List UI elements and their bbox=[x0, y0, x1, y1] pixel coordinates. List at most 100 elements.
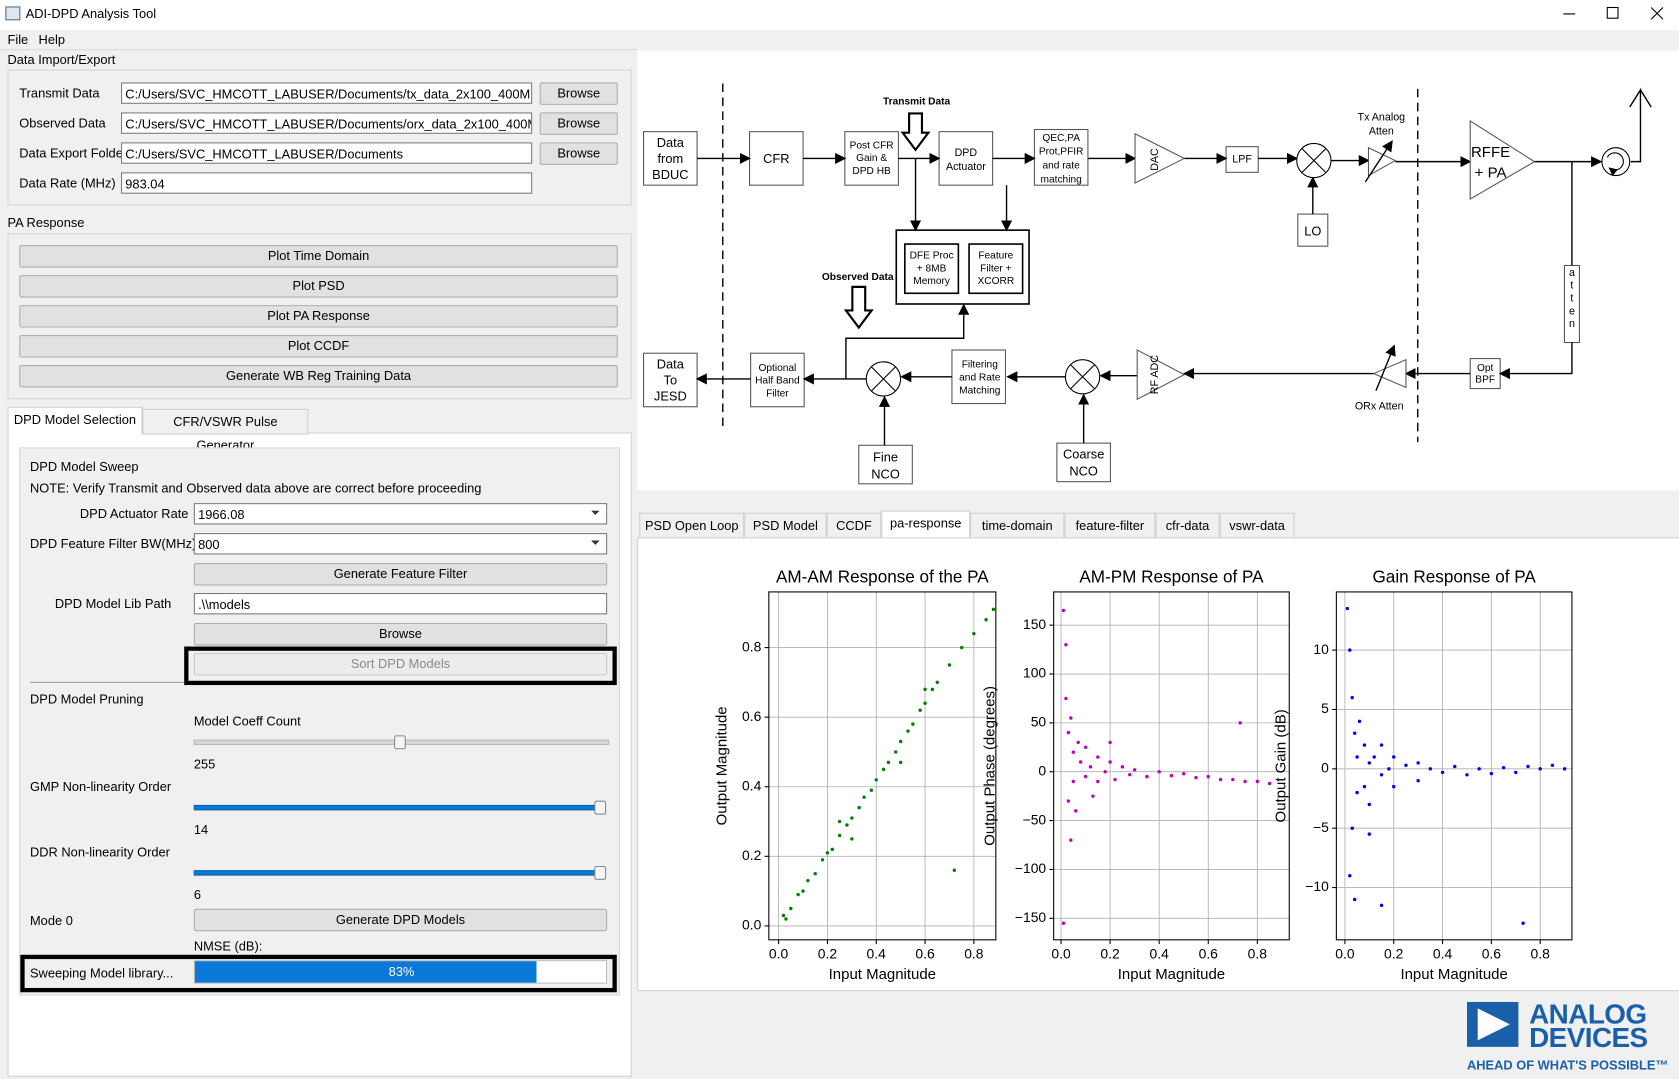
scatter-point bbox=[1362, 743, 1367, 747]
combo-box[interactable]: 1966.08 bbox=[193, 503, 608, 525]
dropdown-arrow[interactable] bbox=[591, 510, 602, 517]
text-input[interactable]: .\\models bbox=[193, 593, 608, 615]
window-controls[interactable] bbox=[1542, 0, 1679, 30]
scatter-point bbox=[1428, 767, 1433, 771]
y-tick-label: 0.6 bbox=[742, 708, 762, 724]
slider-value: 255 bbox=[193, 756, 216, 772]
scatter-point bbox=[1362, 784, 1367, 789]
tab[interactable]: CFR/VSWR Pulse Generator bbox=[142, 408, 309, 453]
signal-line bbox=[845, 303, 970, 379]
scatter-point bbox=[1367, 761, 1372, 765]
x-tick-label: 0.8 bbox=[1531, 945, 1551, 961]
plot-tab[interactable]: pa-response bbox=[881, 510, 971, 539]
scatter-point bbox=[1083, 745, 1088, 750]
diagram-label: Data bbox=[657, 356, 685, 371]
scatter-point bbox=[1064, 642, 1068, 647]
maximize-button[interactable] bbox=[1606, 6, 1619, 19]
scatter-point bbox=[796, 892, 800, 897]
scatter-point bbox=[1416, 761, 1420, 765]
x-tick-label: 0.4 bbox=[1433, 945, 1453, 961]
button[interactable]: Browse bbox=[539, 112, 618, 135]
scatter-point bbox=[784, 917, 788, 921]
field-label: Model Coeff Count bbox=[193, 713, 301, 729]
x-axis-label: Input Magnitude bbox=[1400, 966, 1507, 983]
close-button[interactable] bbox=[1650, 7, 1664, 20]
scatter-point bbox=[947, 663, 952, 667]
scatter-point bbox=[1355, 755, 1359, 759]
scatter-point bbox=[1113, 777, 1117, 782]
button[interactable]: Generate DPD Models bbox=[193, 908, 608, 932]
diagram-label: t bbox=[1570, 280, 1573, 292]
scatter-point bbox=[1218, 777, 1223, 782]
chart-title: AM-PM Response of PA bbox=[1079, 568, 1264, 587]
scatter-point bbox=[1083, 774, 1088, 779]
combo-box[interactable]: 800 bbox=[193, 533, 608, 555]
button[interactable]: Plot Time Domain bbox=[19, 245, 618, 268]
button[interactable]: Generate WB Reg Training Data bbox=[19, 365, 618, 388]
diagram-label: and rate bbox=[1043, 161, 1081, 172]
dropdown-arrow[interactable] bbox=[591, 540, 602, 547]
slider-handle[interactable] bbox=[594, 865, 607, 880]
scatter-point bbox=[862, 795, 866, 799]
scatter-point bbox=[886, 760, 891, 765]
diagram-label: Prot,PFIR bbox=[1039, 147, 1084, 158]
scatter-point bbox=[991, 607, 996, 612]
diagram-label: Half Band bbox=[755, 376, 800, 387]
diagram-triangle bbox=[1134, 132, 1186, 184]
scatter-point bbox=[930, 687, 935, 692]
scatter-point bbox=[923, 687, 927, 692]
diagram-label: DPD bbox=[955, 147, 978, 159]
scatter-point bbox=[1069, 716, 1073, 720]
logo-mark bbox=[1466, 1001, 1519, 1047]
field-label: DDR Non-linearity Order bbox=[29, 844, 170, 860]
plot-tab[interactable]: cfr-data bbox=[1155, 512, 1220, 539]
field-label: NMSE (dB): bbox=[193, 938, 263, 954]
text-input[interactable]: C:/Users/SVC_HMCOTT_LABUSER/Documents/or… bbox=[121, 112, 533, 134]
menu-item[interactable]: File bbox=[7, 32, 29, 48]
button[interactable]: Plot PA Response bbox=[19, 305, 618, 328]
plot-tab[interactable]: CCDF bbox=[826, 512, 882, 539]
scatter-point bbox=[923, 701, 927, 705]
scatter-point bbox=[1352, 731, 1357, 735]
diagram-block bbox=[968, 243, 1024, 295]
field-label: GMP Non-linearity Order bbox=[29, 779, 172, 795]
scatter-point bbox=[959, 645, 964, 650]
window-title: ADI-DPD Analysis Tool bbox=[25, 6, 157, 22]
diagram-label: Fine bbox=[873, 450, 898, 465]
text-input[interactable]: C:/Users/SVC_HMCOTT_LABUSER/Documents bbox=[121, 142, 533, 164]
plot-pane bbox=[637, 537, 1679, 992]
slider-handle[interactable] bbox=[594, 800, 607, 815]
signal-line bbox=[1630, 144, 1642, 163]
scatter-point bbox=[1550, 763, 1555, 767]
slider-handle[interactable] bbox=[394, 735, 406, 750]
diagram-block bbox=[1033, 128, 1089, 186]
scatter-point bbox=[898, 739, 903, 744]
y-tick-label: 10 bbox=[1313, 641, 1329, 657]
scatter-point bbox=[1231, 777, 1235, 782]
y-tick-label: −100 bbox=[1015, 860, 1047, 876]
scatter-point bbox=[1350, 695, 1354, 700]
diagram-label: To bbox=[664, 372, 678, 387]
scatter-point bbox=[894, 750, 898, 754]
y-axis-label: Output Phase (degrees) bbox=[981, 686, 998, 846]
tab[interactable]: DPD Model Selection bbox=[7, 406, 143, 435]
scatter-point bbox=[830, 847, 835, 852]
menu-item[interactable]: Help bbox=[38, 32, 65, 48]
button[interactable]: Plot PSD bbox=[19, 275, 618, 298]
scatter-point bbox=[845, 823, 849, 827]
scatter-point bbox=[1076, 740, 1080, 745]
text-input[interactable]: 983.04 bbox=[121, 172, 533, 194]
scatter-point bbox=[906, 729, 910, 733]
diagram-label: JESD bbox=[654, 389, 687, 404]
button[interactable]: Generate Feature Filter bbox=[193, 563, 608, 586]
button[interactable]: Plot CCDF bbox=[19, 335, 618, 358]
button[interactable]: Browse bbox=[193, 622, 608, 646]
scatter-point bbox=[837, 833, 842, 838]
button[interactable]: Browse bbox=[539, 142, 618, 165]
hollow-arrow bbox=[843, 285, 874, 330]
signal-line bbox=[1629, 87, 1642, 145]
text-input[interactable]: C:/Users/SVC_HMCOTT_LABUSER/Documents/tx… bbox=[121, 82, 533, 104]
button[interactable]: Browse bbox=[539, 82, 618, 105]
title-bar: ADI-DPD Analysis Tool bbox=[0, 0, 1679, 30]
